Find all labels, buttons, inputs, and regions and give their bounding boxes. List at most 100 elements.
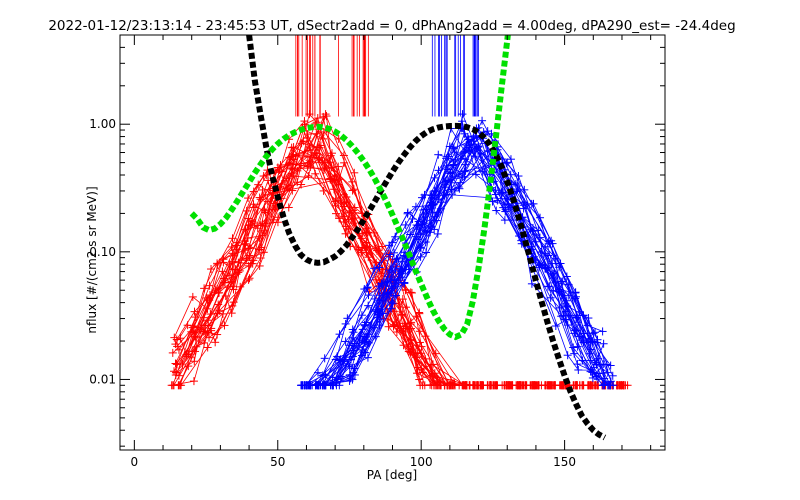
y-tick-label: 0.10 xyxy=(89,245,116,259)
data-point-marker xyxy=(188,292,197,301)
data-point-marker xyxy=(415,375,424,384)
data-point-marker xyxy=(492,206,501,215)
data-point-marker xyxy=(575,332,584,341)
data-point-marker xyxy=(205,281,214,290)
data-point-marker xyxy=(277,167,286,176)
data-point-marker xyxy=(402,323,411,332)
data-point-marker xyxy=(207,326,216,335)
x-tick-label: 50 xyxy=(270,455,285,469)
data-point-marker xyxy=(360,332,369,341)
data-point-marker xyxy=(574,318,583,327)
data-point-marker xyxy=(415,308,424,317)
data-point-marker xyxy=(211,338,220,347)
data-point-marker xyxy=(174,381,183,390)
data-point-marker xyxy=(398,273,407,282)
data-point-marker xyxy=(399,341,408,350)
data-point-marker xyxy=(388,268,397,277)
data-point-marker xyxy=(588,373,597,382)
data-point-marker xyxy=(200,284,209,293)
data-point-marker xyxy=(245,252,254,261)
data-point-marker xyxy=(170,333,179,342)
data-point-marker xyxy=(422,248,431,257)
data-point-marker xyxy=(386,250,395,259)
blue-peak-markers xyxy=(431,35,479,117)
data-point-marker xyxy=(249,200,258,209)
data-point-marker xyxy=(332,209,341,218)
data-point-marker xyxy=(579,311,588,320)
data-point-marker xyxy=(451,381,460,390)
data-point-marker xyxy=(413,363,422,372)
data-point-marker xyxy=(248,259,257,268)
data-point-marker xyxy=(460,167,469,176)
data-point-marker xyxy=(400,278,409,287)
data-point-marker xyxy=(344,215,353,224)
data-point-marker xyxy=(598,327,607,336)
data-point-marker xyxy=(189,377,198,386)
data-point-marker xyxy=(250,219,259,228)
y-axis-label: nflux [#/(cm2 s sr MeV)] xyxy=(85,186,99,333)
data-point-marker xyxy=(335,330,344,339)
data-point-marker xyxy=(320,354,329,363)
data-point-marker xyxy=(571,288,580,297)
data-point-marker xyxy=(172,359,181,368)
data-point-marker xyxy=(326,381,335,390)
data-point-marker xyxy=(342,353,351,362)
data-point-marker xyxy=(561,299,570,308)
data-point-marker xyxy=(540,249,549,258)
data-point-marker xyxy=(313,114,322,123)
data-point-marker xyxy=(190,322,199,331)
data-point-marker xyxy=(350,168,359,177)
data-point-marker xyxy=(260,206,269,215)
data-point-marker xyxy=(440,191,449,200)
data-point-marker xyxy=(205,296,214,305)
data-point-marker xyxy=(343,314,352,323)
data-point-marker xyxy=(263,197,272,206)
data-point-marker xyxy=(551,322,560,331)
data-point-marker xyxy=(362,238,371,247)
data-point-marker xyxy=(358,345,367,354)
data-point-marker xyxy=(527,199,536,208)
data-point-marker xyxy=(373,305,382,314)
data-point-marker xyxy=(357,248,366,257)
data-point-marker xyxy=(433,229,442,238)
data-point-marker xyxy=(319,134,328,143)
data-point-marker xyxy=(387,298,396,307)
data-point-marker xyxy=(574,365,583,374)
x-axis-label: PA [deg] xyxy=(367,468,417,482)
data-point-marker xyxy=(363,353,372,362)
data-point-marker xyxy=(391,266,400,275)
data-point-marker xyxy=(241,239,250,248)
data-point-marker xyxy=(234,258,243,267)
data-point-marker xyxy=(435,381,444,390)
data-point-marker xyxy=(398,295,407,304)
data-point-marker xyxy=(500,216,509,225)
data-point-marker xyxy=(555,285,564,294)
y-tick-label: 1.00 xyxy=(89,117,116,131)
data-point-marker xyxy=(203,343,212,352)
data-point-marker xyxy=(261,190,270,199)
data-point-marker xyxy=(502,159,511,168)
data-point-marker xyxy=(201,321,210,330)
data-point-marker xyxy=(532,381,541,390)
data-point-marker xyxy=(478,116,487,125)
series-trace xyxy=(306,147,605,386)
data-point-marker xyxy=(458,117,467,126)
data-point-marker xyxy=(373,313,382,322)
data-point-marker xyxy=(299,137,308,146)
data-point-marker xyxy=(364,291,373,300)
data-point-marker xyxy=(442,177,451,186)
data-point-marker xyxy=(569,343,578,352)
data-point-marker xyxy=(449,160,458,169)
data-point-marker xyxy=(455,184,464,193)
data-point-marker xyxy=(245,274,254,283)
data-point-marker xyxy=(244,194,253,203)
data-point-marker xyxy=(449,144,458,153)
green-fit-curve xyxy=(189,35,511,341)
data-point-marker xyxy=(388,238,397,247)
series-trace xyxy=(310,145,597,386)
data-point-marker xyxy=(363,284,372,293)
data-point-marker xyxy=(167,381,176,390)
data-point-marker xyxy=(205,333,214,342)
data-point-marker xyxy=(593,338,602,347)
data-point-marker xyxy=(519,204,528,213)
